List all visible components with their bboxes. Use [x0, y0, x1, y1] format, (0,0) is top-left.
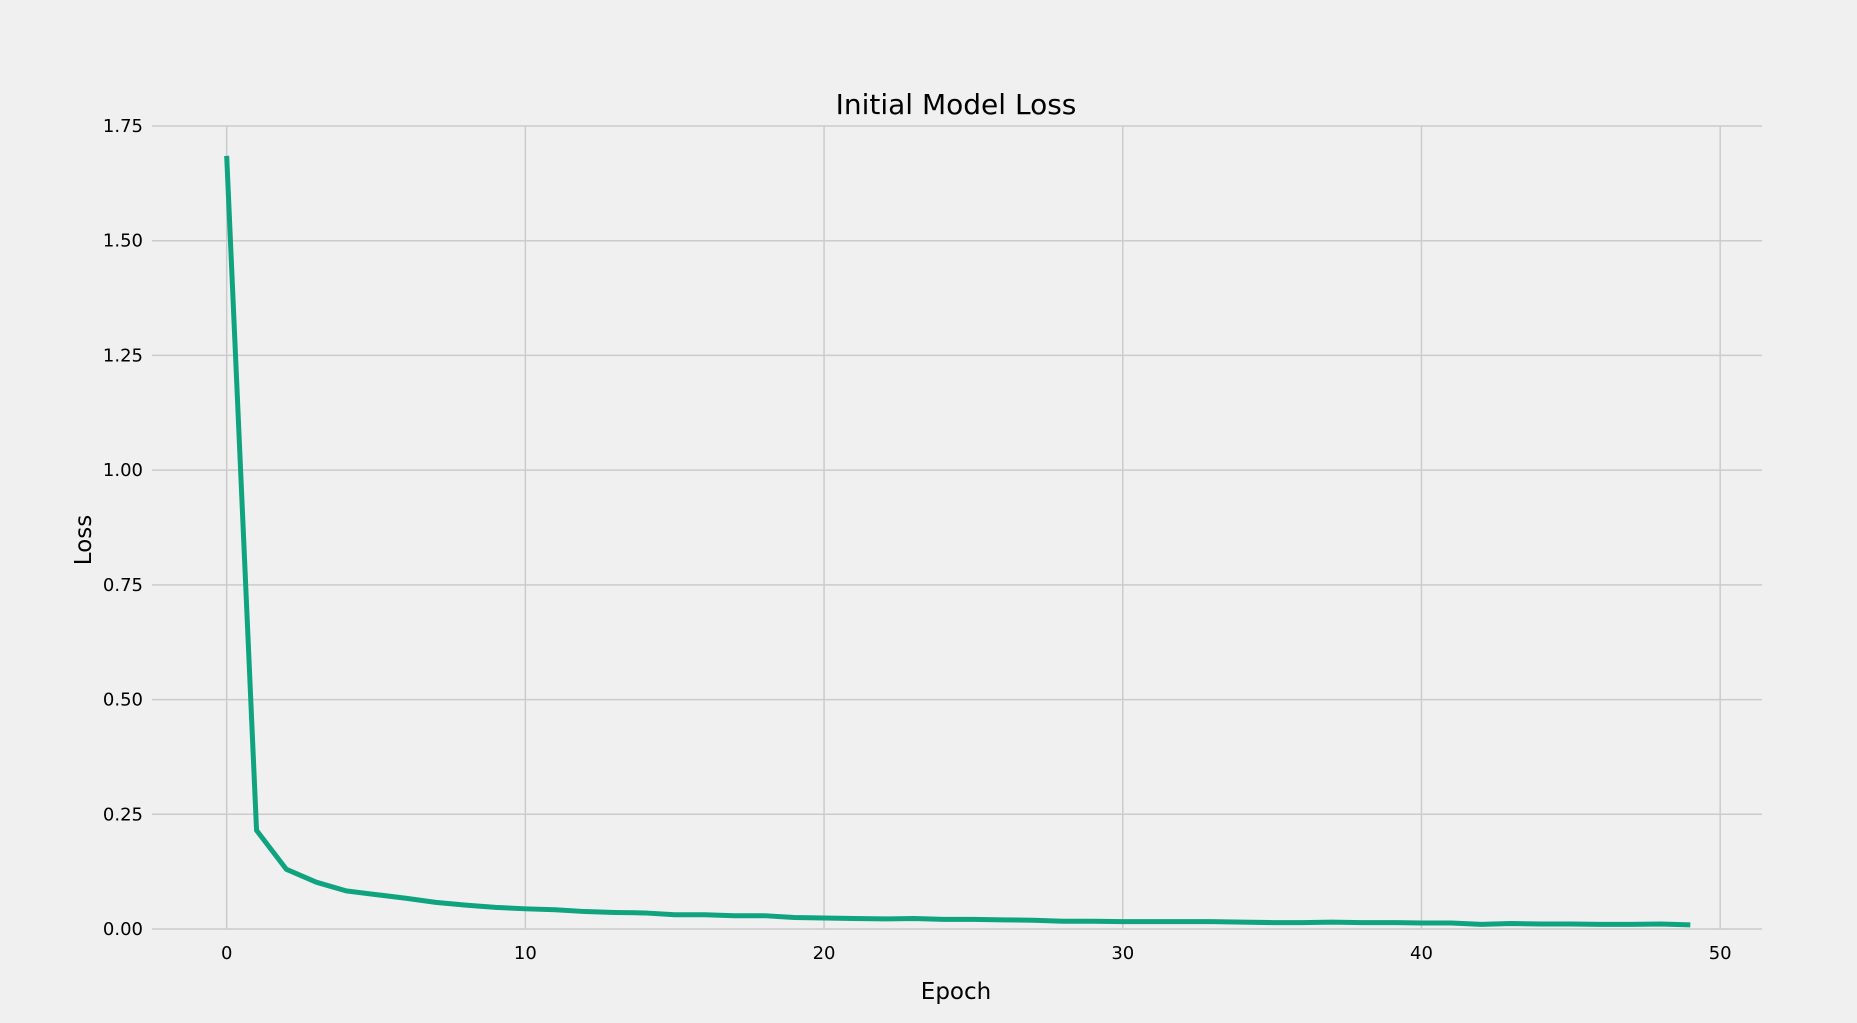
- loss-point: [464, 903, 468, 907]
- loss-point: [912, 916, 916, 920]
- loss-point: [643, 911, 647, 915]
- x-tick-label: 10: [514, 943, 537, 964]
- y-tick-label: 1.00: [103, 460, 143, 481]
- loss-point: [494, 905, 498, 909]
- series-layer: [224, 154, 1692, 928]
- loss-point: [553, 908, 557, 912]
- loss-point: [1001, 918, 1005, 922]
- loss-point: [1270, 921, 1274, 925]
- loss-point: [1629, 922, 1633, 926]
- loss-point: [1688, 923, 1692, 927]
- loss-point: [732, 914, 736, 918]
- loss-point: [225, 154, 229, 158]
- x-tick-label: 20: [813, 943, 836, 964]
- loss-point: [583, 910, 587, 914]
- loss-series-line: [224, 155, 1691, 928]
- loss-point: [1539, 922, 1543, 926]
- y-tick-label: 1.75: [103, 116, 143, 137]
- loss-point: [1330, 920, 1334, 924]
- x-tick-label: 30: [1111, 943, 1134, 964]
- loss-point: [1509, 921, 1513, 925]
- y-tick-label: 1.25: [103, 345, 143, 366]
- y-tick-label: 0.75: [103, 575, 143, 596]
- loss-point: [523, 907, 527, 911]
- loss-point: [822, 916, 826, 920]
- loss-point: [374, 893, 378, 897]
- loss-point: [404, 896, 408, 900]
- loss-point: [942, 917, 946, 921]
- loss-point: [255, 828, 259, 832]
- y-tick-label: 1.50: [103, 231, 143, 252]
- loss-point: [1210, 920, 1214, 924]
- loss-point: [1300, 921, 1304, 925]
- loss-point: [792, 916, 796, 920]
- loss-point: [613, 910, 617, 914]
- loss-point: [1181, 920, 1185, 924]
- x-axis-title: Epoch: [921, 979, 991, 1005]
- loss-point: [1121, 920, 1125, 924]
- x-tick-label: 40: [1410, 943, 1433, 964]
- loss-point: [284, 867, 288, 871]
- y-axis-title: Loss: [71, 515, 97, 565]
- loss-point: [971, 917, 975, 921]
- grid: [152, 125, 1762, 930]
- x-tick-label: 50: [1709, 943, 1732, 964]
- loss-point: [344, 889, 348, 893]
- loss-point: [1449, 921, 1453, 925]
- loss-point: [1599, 922, 1603, 926]
- loss-point: [1390, 921, 1394, 925]
- y-tick-label: 0.00: [103, 919, 143, 940]
- loss-point: [314, 880, 318, 884]
- y-tick-label: 0.25: [103, 804, 143, 825]
- loss-point: [673, 913, 677, 917]
- y-tick-label: 0.50: [103, 690, 143, 711]
- x-tick-label: 0: [221, 943, 232, 964]
- loss-point: [1479, 922, 1483, 926]
- loss-point: [762, 914, 766, 918]
- loss-point: [1658, 922, 1662, 926]
- y-axis-ticks: 0.00 0.25 0.50 0.75 1.00 1.25 1.50 1.75: [103, 116, 143, 940]
- loss-point: [852, 916, 856, 920]
- loss-point: [1569, 922, 1573, 926]
- loss-point: [1240, 920, 1244, 924]
- loss-point: [434, 900, 438, 904]
- chart-title: Initial Model Loss: [836, 88, 1077, 121]
- loss-point: [1151, 920, 1155, 924]
- loss-point: [1091, 919, 1095, 923]
- loss-point: [1360, 921, 1364, 925]
- x-axis-ticks: 0 10 20 30 40 50: [221, 943, 1732, 964]
- loss-point: [703, 913, 707, 917]
- loss-point: [1061, 919, 1065, 923]
- loss-point: [1031, 918, 1035, 922]
- loss-point: [882, 917, 886, 921]
- loss-point: [1419, 921, 1423, 925]
